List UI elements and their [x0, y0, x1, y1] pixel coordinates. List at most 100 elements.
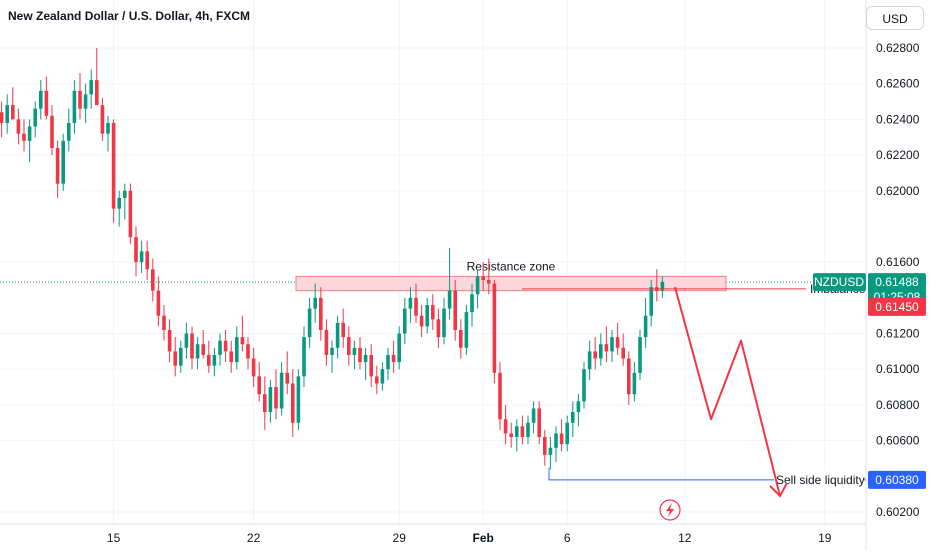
candle-up[interactable] — [106, 122, 110, 134]
candle-down[interactable] — [162, 315, 166, 330]
candle-down[interactable] — [257, 376, 261, 395]
candle-down[interactable] — [190, 333, 194, 359]
candle-up[interactable] — [72, 90, 77, 123]
candle-up[interactable] — [363, 354, 368, 363]
candle-down[interactable] — [487, 280, 491, 284]
candle-down[interactable] — [167, 329, 172, 352]
candle-down[interactable] — [173, 351, 177, 366]
candle-down[interactable] — [615, 337, 620, 348]
candle-down[interactable] — [50, 115, 54, 148]
candle-up[interactable] — [425, 304, 429, 327]
candle-up[interactable] — [212, 354, 217, 366]
candle-up[interactable] — [380, 369, 385, 384]
candle-up[interactable] — [33, 108, 37, 127]
candle-down[interactable] — [251, 358, 256, 377]
candle-up[interactable] — [139, 251, 144, 263]
candle-down[interactable] — [459, 329, 463, 348]
candle-up[interactable] — [470, 294, 474, 313]
candle-up[interactable] — [335, 322, 340, 348]
candle-down[interactable] — [520, 426, 525, 438]
candle-down[interactable] — [375, 376, 379, 384]
candle-up[interactable] — [408, 297, 413, 309]
candle-up[interactable] — [117, 197, 121, 209]
candle-up[interactable] — [27, 126, 32, 141]
candle-up[interactable] — [218, 340, 222, 355]
candle-up[interactable] — [582, 369, 586, 402]
candle-up[interactable] — [531, 408, 536, 423]
candle-up[interactable] — [649, 287, 653, 316]
candle-down[interactable] — [100, 105, 105, 134]
candle-down[interactable] — [240, 337, 245, 345]
candle-up[interactable] — [397, 333, 401, 363]
candle-up[interactable] — [475, 276, 480, 295]
candle-up[interactable] — [89, 80, 93, 95]
candle-up[interactable] — [515, 426, 519, 438]
candle-up[interactable] — [123, 190, 127, 198]
candle-up[interactable] — [638, 337, 642, 373]
candle-down[interactable] — [559, 433, 564, 445]
candle-up[interactable] — [307, 308, 312, 338]
candle-up[interactable] — [643, 315, 648, 338]
candle-up[interactable] — [67, 122, 71, 141]
candle-up[interactable] — [235, 337, 239, 363]
candle-up[interactable] — [610, 337, 614, 352]
candle-down[interactable] — [543, 437, 547, 455]
candle-up[interactable] — [279, 372, 284, 409]
candle-up[interactable] — [554, 433, 558, 448]
projection-arrow[interactable] — [674, 286, 781, 497]
candle-up[interactable] — [526, 422, 530, 438]
candle-up[interactable] — [599, 344, 603, 359]
candle-down[interactable] — [414, 297, 418, 316]
candle-up[interactable] — [447, 290, 452, 309]
candle-down[interactable] — [341, 322, 345, 338]
candle-down[interactable] — [95, 80, 99, 106]
candle-down[interactable] — [223, 340, 228, 352]
candle-down[interactable] — [285, 372, 289, 384]
candle-down[interactable] — [324, 329, 329, 355]
candle-down[interactable] — [246, 344, 250, 359]
candle-down[interactable] — [503, 419, 508, 434]
candle-up[interactable] — [313, 297, 317, 309]
candle-down[interactable] — [207, 354, 211, 366]
candle-up[interactable] — [352, 347, 357, 355]
candle-up[interactable] — [548, 447, 553, 455]
candle-up[interactable] — [330, 347, 334, 355]
candle-down[interactable] — [44, 90, 49, 116]
candle-up[interactable] — [39, 90, 43, 109]
candle-up[interactable] — [83, 94, 88, 109]
candle-down[interactable] — [593, 351, 597, 359]
candle-up[interactable] — [565, 422, 569, 445]
candle-up[interactable] — [179, 347, 183, 366]
candle-down[interactable] — [145, 251, 149, 270]
candle-up[interactable] — [576, 401, 581, 413]
currency-button[interactable]: USD — [866, 6, 924, 30]
candle-up[interactable] — [464, 312, 469, 348]
candle-down[interactable] — [263, 394, 267, 413]
candle-up[interactable] — [296, 376, 301, 423]
candle-down[interactable] — [229, 351, 233, 363]
candle-down[interactable] — [604, 344, 609, 352]
candle-down[interactable] — [128, 190, 133, 238]
candle-up[interactable] — [632, 372, 637, 395]
candle-down[interactable] — [391, 354, 396, 363]
resistance-zone[interactable] — [295, 275, 727, 292]
candle-down[interactable] — [369, 354, 373, 377]
candle-down[interactable] — [358, 347, 362, 363]
candle-down[interactable] — [156, 290, 161, 316]
candle-down[interactable] — [55, 147, 60, 184]
candle-down[interactable] — [151, 269, 155, 291]
candle-up[interactable] — [195, 344, 200, 359]
candle-down[interactable] — [134, 237, 138, 263]
candle-up[interactable] — [184, 333, 189, 348]
event-marker-icon[interactable] — [659, 499, 681, 521]
candle-down[interactable] — [319, 297, 323, 330]
candle-down[interactable] — [22, 133, 26, 141]
candle-down[interactable] — [347, 337, 351, 355]
candle-down[interactable] — [481, 276, 485, 280]
candle-down[interactable] — [274, 387, 278, 409]
candle-up[interactable] — [571, 412, 575, 423]
candle-up[interactable] — [5, 105, 9, 123]
candle-down[interactable] — [627, 358, 631, 395]
candle-up[interactable] — [268, 387, 273, 413]
